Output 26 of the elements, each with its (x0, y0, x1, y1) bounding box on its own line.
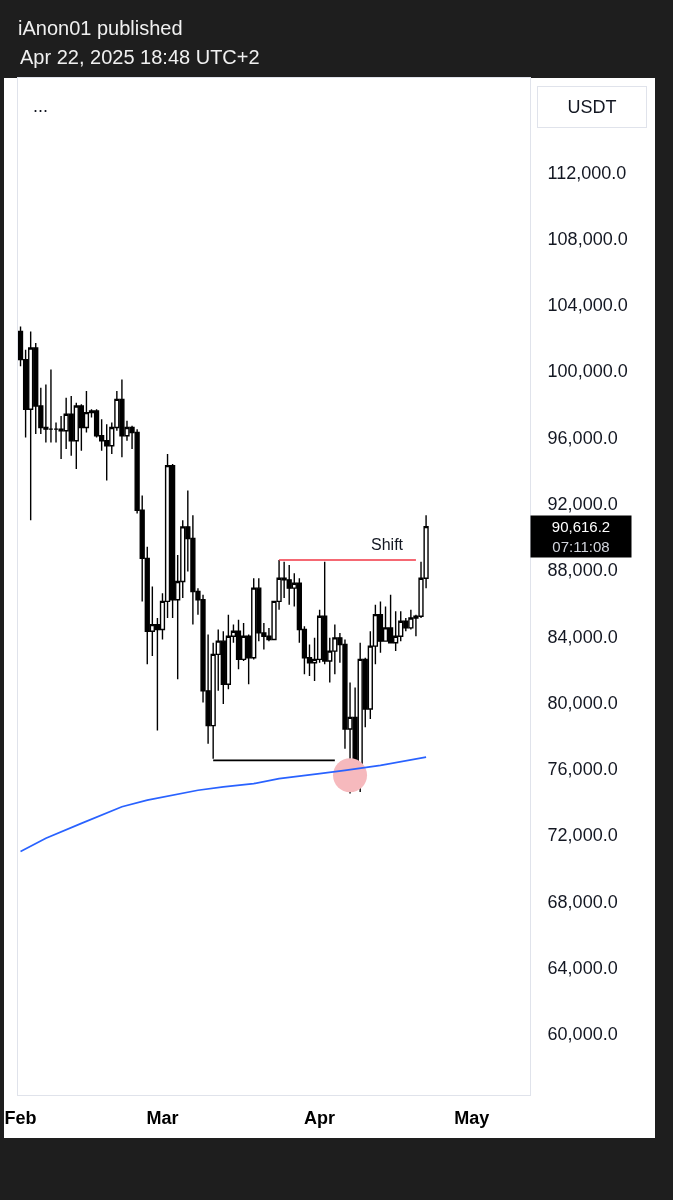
y-tick-label: 96,000.0 (547, 427, 618, 448)
y-axis-title: USDT (567, 97, 617, 117)
chart-title: iAnon01 published (18, 17, 183, 39)
y-tick-label: 92,000.0 (547, 493, 618, 514)
x-tick-label: Apr (304, 1107, 336, 1128)
y-tick-label: 72,000.0 (547, 825, 618, 846)
y-tick-label: 108,000.0 (547, 228, 628, 249)
annotation: ... (33, 96, 49, 116)
y-tick-label: 84,000.0 (547, 626, 618, 647)
y-tick-label: 88,000.0 (547, 560, 618, 581)
x-tick-label: May (454, 1107, 490, 1128)
y-tick-label: 80,000.0 (547, 692, 618, 713)
x-tick-label: Feb (4, 1107, 37, 1128)
series-label: Shift (371, 536, 404, 553)
y-tick-label: 68,000.0 (547, 891, 618, 912)
text: 90,616.2 07:11:08 (551, 518, 611, 555)
y-tick-label: 100,000.0 (547, 361, 628, 382)
y-tick-label: 64,000.0 (547, 957, 618, 978)
y-tick-label: 112,000.0 (547, 162, 627, 183)
chart-subtitle: Apr 22, 2025 18:48 UTC+2 (20, 46, 260, 68)
x-tick-label: Mar (146, 1107, 179, 1128)
y-tick-label: 76,000.0 (547, 759, 618, 779)
y-tick-label: 60,000.0 (547, 1024, 618, 1045)
line-series (19, 756, 427, 853)
candlestick (235, 618, 242, 671)
y-tick-label: 104,000.0 (547, 295, 628, 316)
